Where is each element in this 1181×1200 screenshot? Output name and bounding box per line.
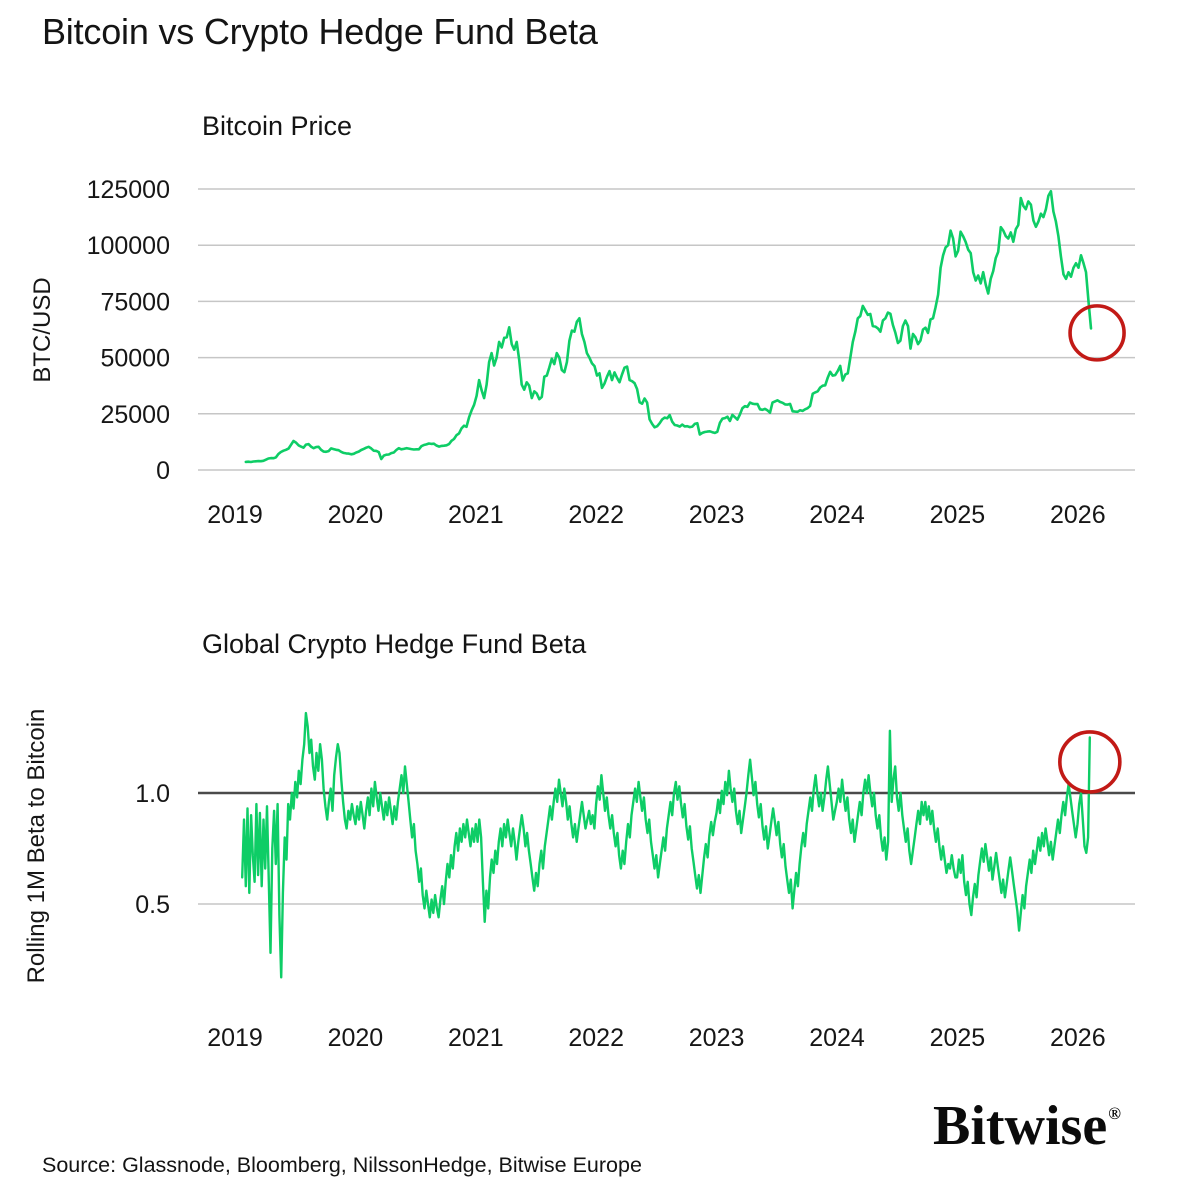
beta-x-tick-label: 2022 [568,1024,624,1052]
price-x-tick-label: 2022 [568,501,624,529]
beta-annotation-circle [1058,730,1122,794]
price-y-tick-label: 100000 [87,232,170,260]
page-title: Bitcoin vs Crypto Hedge Fund Beta [42,11,598,52]
price-x-tick-label: 2025 [930,501,986,529]
price-x-tick-label: 2026 [1050,501,1106,529]
beta-x-tick-label: 2025 [930,1024,986,1052]
beta-y-tick-label: 0.5 [135,891,170,919]
brand-logo: Bitwise® [933,1098,1121,1154]
beta-series-line [240,711,1092,979]
price-y-tick-label: 0 [156,457,170,485]
beta-x-tick-label: 2026 [1050,1024,1106,1052]
beta-y-tick-label: 1.0 [135,780,170,808]
source-note: Source: Glassnode, Bloomberg, NilssonHed… [42,1153,642,1177]
price-y-axis-title: BTC/USD [29,277,56,382]
price-x-tick-label: 2023 [689,501,745,529]
beta-x-tick-label: 2021 [448,1024,504,1052]
beta-y-axis-title: Rolling 1M Beta to Bitcoin [23,709,50,984]
price-y-tick-label: 125000 [87,176,170,204]
brand-name: Bitwise [933,1095,1108,1157]
price-series-line [244,189,1093,464]
price-x-tick-label: 2020 [328,501,384,529]
beta-x-tick-label: 2023 [689,1024,745,1052]
beta-x-tick-label: 2019 [207,1024,263,1052]
price-x-tick-label: 2019 [207,501,263,529]
price-y-tick-label: 75000 [100,288,170,316]
chart2-title: Global Crypto Hedge Fund Beta [202,629,587,659]
registered-mark: ® [1108,1104,1121,1123]
price-annotation-circle [1068,304,1126,362]
price-x-tick-label: 2024 [809,501,865,529]
price-y-tick-label: 25000 [100,401,170,429]
chart1-title: Bitcoin Price [202,111,353,141]
beta-x-tick-label: 2020 [328,1024,384,1052]
price-y-tick-label: 50000 [100,345,170,373]
price-x-tick-label: 2021 [448,501,504,529]
beta-x-tick-label: 2024 [809,1024,865,1052]
